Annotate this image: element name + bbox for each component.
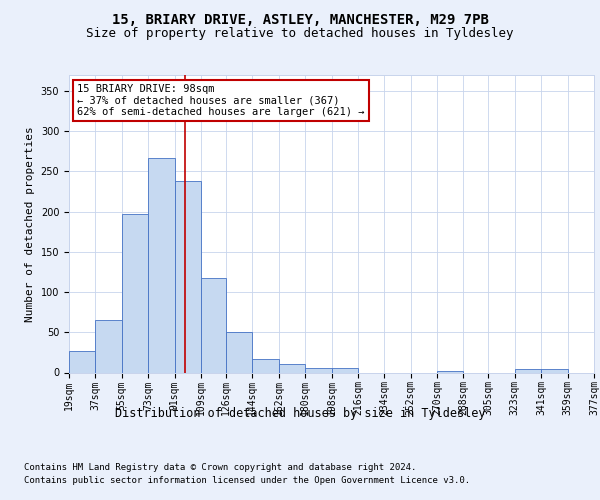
Text: Distribution of detached houses by size in Tyldesley: Distribution of detached houses by size … bbox=[115, 408, 485, 420]
Bar bbox=[122, 214, 148, 372]
Bar bbox=[175, 181, 201, 372]
Bar bbox=[69, 351, 95, 372]
Bar bbox=[226, 332, 253, 372]
Text: Size of property relative to detached houses in Tyldesley: Size of property relative to detached ho… bbox=[86, 28, 514, 40]
Bar bbox=[148, 158, 175, 372]
Bar bbox=[541, 370, 568, 372]
Text: 15 BRIARY DRIVE: 98sqm
← 37% of detached houses are smaller (367)
62% of semi-de: 15 BRIARY DRIVE: 98sqm ← 37% of detached… bbox=[77, 84, 364, 117]
Bar bbox=[279, 364, 305, 372]
Bar bbox=[201, 278, 226, 372]
Text: Contains HM Land Registry data © Crown copyright and database right 2024.: Contains HM Land Registry data © Crown c… bbox=[24, 462, 416, 471]
Bar bbox=[515, 370, 541, 372]
Text: Contains public sector information licensed under the Open Government Licence v3: Contains public sector information licen… bbox=[24, 476, 470, 485]
Text: 15, BRIARY DRIVE, ASTLEY, MANCHESTER, M29 7PB: 15, BRIARY DRIVE, ASTLEY, MANCHESTER, M2… bbox=[112, 12, 488, 26]
Bar bbox=[437, 371, 463, 372]
Bar bbox=[332, 368, 358, 372]
Y-axis label: Number of detached properties: Number of detached properties bbox=[25, 126, 35, 322]
Bar bbox=[253, 359, 279, 372]
Bar bbox=[95, 320, 122, 372]
Bar bbox=[305, 368, 331, 372]
